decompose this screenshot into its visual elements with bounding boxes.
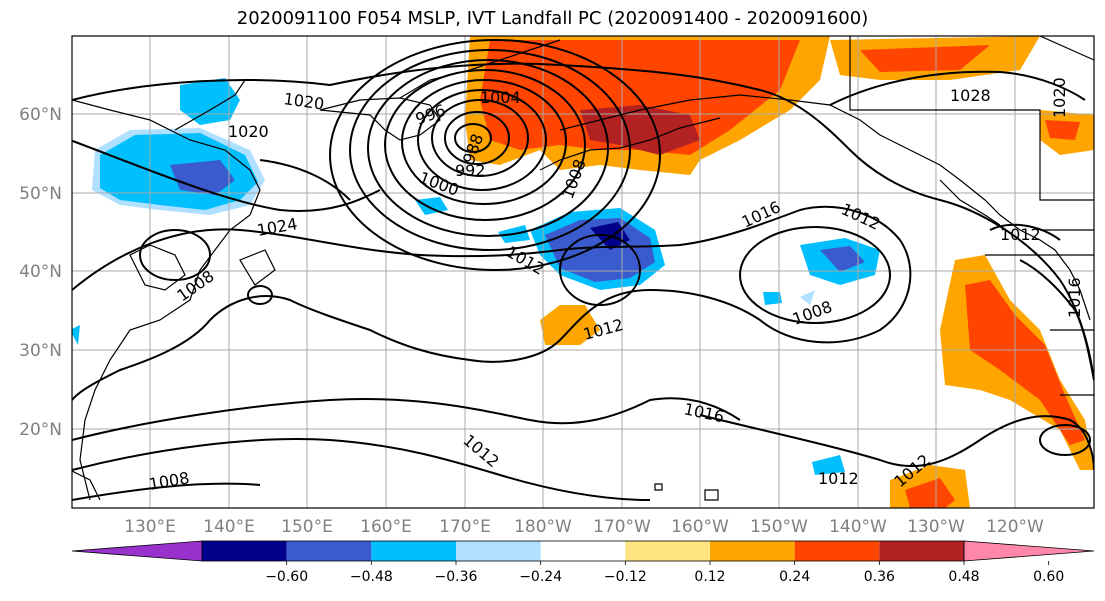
isobar-label: 1020 (228, 122, 269, 141)
coastlines (72, 36, 1094, 501)
colorbar-outline (201, 540, 965, 562)
isobars (72, 39, 1094, 501)
isobar-label: 1012 (818, 469, 859, 488)
latitude-labels: 60°N 50°N 40°N 30°N 20°N (19, 105, 62, 440)
lon-label: 140°E (203, 517, 255, 537)
lon-label: 160°W (671, 517, 729, 537)
lon-label: 140°W (829, 517, 887, 537)
lon-label: 130°E (124, 517, 176, 537)
colorbar: −0.60 −0.48 −0.36 −0.24 −0.12 0.12 0.24 0.36 0.4… (71, 540, 1095, 585)
colorbar-tick-label: 0.60 (1033, 569, 1064, 585)
colorbar-segment (710, 541, 795, 561)
map-frame (71, 35, 1095, 509)
colorbar-tick-label: 0.48 (948, 569, 979, 585)
isobar-label: 1028 (950, 86, 991, 105)
colorbar-segment (286, 541, 372, 561)
colorbar-segment (794, 541, 880, 561)
lon-label: 130°W (907, 517, 965, 537)
graticule (72, 36, 1094, 508)
colorbar-tick-label: −0.24 (519, 569, 562, 585)
lon-label: 150°E (281, 517, 333, 537)
colorbar-tick-label: −0.48 (350, 569, 393, 585)
colorbar-tick-label: −0.36 (435, 569, 478, 585)
colorbar-extend-low (71, 540, 203, 562)
colorbar-extend-high (963, 540, 1095, 562)
isobar-label: 1016 (1065, 277, 1084, 318)
isobar-label: 1012 (1000, 225, 1041, 244)
ivt-positive-shading (465, 36, 1094, 508)
lat-label: 30°N (19, 341, 62, 361)
colorbar-segment (202, 541, 287, 561)
colorbar-tick-label: 0.24 (779, 569, 810, 585)
chart-title: 2020091100 F054 MSLP, IVT Landfall PC (2… (236, 8, 869, 29)
longitude-labels: 130°E 140°E 150°E 160°E 170°E 180°W 170°… (124, 517, 1044, 537)
isobar-label: 1020 (1050, 77, 1069, 118)
isobar-label: 1004 (480, 88, 521, 107)
colorbar-tick-label: 0.36 (864, 569, 895, 585)
lon-label: 170°W (593, 517, 651, 537)
colorbar-tick-label: −0.12 (604, 569, 647, 585)
colorbar-segment (456, 541, 541, 561)
colorbar-segment (879, 541, 964, 561)
colorbar-tick-label: −0.60 (265, 569, 308, 585)
colorbar-segment (371, 541, 456, 561)
lon-label: 160°E (360, 517, 412, 537)
lon-label: 150°W (750, 517, 808, 537)
lat-label: 60°N (19, 105, 62, 125)
isobar-label: 992 (455, 161, 486, 180)
colorbar-segment (625, 541, 710, 561)
lat-label: 50°N (19, 184, 62, 204)
lon-label: 120°W (986, 517, 1044, 537)
colorbar-segment (540, 541, 626, 561)
lon-label: 170°E (439, 517, 491, 537)
lat-label: 40°N (19, 262, 62, 282)
lon-label: 180°W (514, 517, 572, 537)
lat-label: 20°N (19, 420, 62, 440)
colorbar-tick-label: 0.12 (694, 569, 725, 585)
